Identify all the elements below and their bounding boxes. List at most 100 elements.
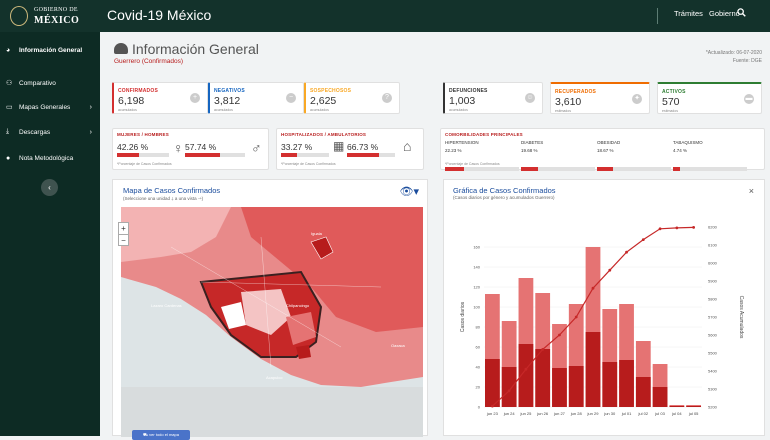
gobierno-logo[interactable]: GOBIERNO DE MÉXICO [10,4,80,28]
stat-sub: estimados [662,109,678,113]
cumulative-point [574,315,578,319]
y2-tick-label: 6000 [708,261,718,266]
choropleth-map[interactable]: Iguala Chilpancingo Lazaro Cardenas Acap… [121,207,423,437]
y-tick-label: 140 [473,265,480,270]
link-gobierno[interactable]: Gobierno [708,9,740,18]
zoom-out-button[interactable]: − [119,234,128,246]
comorbidity-bar [521,167,595,171]
cumulative-point [675,226,679,230]
hospital-icon: ▦ [333,139,345,153]
y-tick-label: 80 [476,325,481,330]
bar-segment [518,344,534,407]
cumulative-point [608,268,612,272]
bar-segment [501,367,517,407]
hospitalized-pct: 33.27 % [281,142,313,152]
cumulative-point [558,333,561,337]
y2-tick-label: 5400 [708,369,718,374]
stat-value: 1,003 [449,95,476,107]
stat-label: NEGATIVOS [214,88,245,94]
comorbidity-item: TABAQUISMO 4.74 % [673,140,747,171]
y-tick-label: 0 [478,405,481,410]
x-tick-label: jun 28 [570,411,583,416]
stat-card-activos[interactable]: ACTIVOS 570 estimados ▬ [657,82,762,114]
stat-sub: acumulados [118,108,137,112]
y-tick-label: 120 [473,285,480,290]
person-icon: ☺ [525,93,535,103]
map-zoom-control: + − [118,222,129,246]
search-icon[interactable] [737,8,746,19]
sidebar-item-nota-metodologica[interactable]: ● Nota Metodológica [6,151,96,165]
comorbidity-bar [673,167,747,171]
sidebar-item-descargas[interactable]: ⤓ Descargas › [6,125,96,139]
map-title: Mapa de Casos Confirmados [123,186,221,195]
stat-value: 3,610 [555,96,582,108]
zoom-in-button[interactable]: + [121,224,126,233]
women-bar [117,153,169,157]
page-title: Información General [132,41,259,57]
cumulative-point [541,348,545,351]
map-place-label: Chilpancingo [286,303,310,308]
comorbidity-name: TABAQUISMO [673,140,703,145]
chevron-left-icon[interactable]: ‹ [41,179,58,196]
y2-axis-label: Casos Acumulados [738,296,744,339]
download-icon: ⤓ [6,128,10,135]
stat-card-negativos[interactable]: NEGATIVOS 3,812 acumulados − [208,82,304,114]
stat-card-defunciones[interactable]: DEFUNCIONES 1,003 acumulados ☺ [443,82,543,114]
y-axis-label: Casos diarios [460,301,466,332]
cases-chart[interactable]: 0 20 40 60 80 100 120 140 160 5200 5300 5400 5500 560… [444,197,766,437]
y-tick-label: 100 [473,305,480,310]
chart-title: Gráfica de Casos Confirmados [453,186,556,195]
bar-segment [585,332,601,407]
stat-label: ACTIVOS [662,89,686,95]
x-tick-label: jun 29 [587,411,600,416]
men-pct: 57.74 % [185,142,217,152]
sidebar-item-informacion-general[interactable]: ◕ Información General [6,43,96,57]
bar-segment [652,387,668,407]
y2-tick-label: 5500 [708,351,718,356]
question-icon: ? [382,93,392,103]
stat-card-confirmados[interactable]: CONFIRMADOS 6,198 acumulados + [112,82,208,114]
map-card: Mapa de Casos Confirmados (Seleccione un… [112,179,428,437]
bar-segment [485,359,500,407]
compare-icon: ⚇ [6,80,13,87]
ambulatory-pct: 66.73 % [347,142,379,152]
hospital-label: HOSPITALIZADOS / AMBULATORIOS [281,132,367,137]
cumulative-point [591,286,595,290]
male-icon: ♂ [251,140,262,156]
logo-line-2: MÉXICO [34,15,80,26]
y2-tick-label: 5300 [708,387,718,392]
comorbidity-pct: 19.68 % [521,148,538,153]
link-tramites[interactable]: Trámites [674,9,703,18]
stat-value: 6,198 [118,95,145,107]
x-tick-label: jun 23 [486,411,499,416]
stat-sub: estimados [555,109,571,113]
y-tick-label: 60 [476,345,481,350]
gender-note: *Porcentaje de Casos Confirmados [117,162,172,166]
sidebar-item-comparativo[interactable]: ⚇ Comparativo [6,76,96,90]
cumulative-point [641,238,645,241]
women-pct: 42.26 % [117,142,149,152]
main-content: Información General Guerrero (Confirmado… [100,32,770,440]
running-icon: ✦ [632,94,642,104]
bar-segment [568,366,584,407]
view-map-button[interactable]: ⛟ ver todo el mapa [132,430,190,440]
comorbidity-pct: 4.74 % [673,148,688,153]
eye-icon[interactable]: 👁︎▾ [399,186,420,198]
stat-card-recuperados[interactable]: RECUPERADOS 3,610 estimados ✦ [550,82,650,114]
chevron-right-icon: › [89,128,92,136]
chart-card: Gráfica de Casos Confirmados (Casos diar… [443,179,765,436]
bar-segment [552,368,567,407]
stat-label: SOSPECHOSOS [310,88,352,94]
speedometer-icon [114,43,128,54]
stat-value: 2,625 [310,95,337,107]
cumulative-point [625,250,628,254]
hospital-card: HOSPITALIZADOS / AMBULATORIOS 33.27 % ▦ … [276,128,424,170]
x-tick-label: jun 30 [603,411,616,416]
comorbidity-name: OBESIDAD [597,140,621,145]
stat-card-sospechosos[interactable]: SOSPECHOSOS 2,625 acumulados? [304,82,400,114]
sidebar-item-mapas-generales[interactable]: ▭ Mapas Generales › [6,100,96,114]
bar-segment [686,406,701,407]
close-icon[interactable]: × [748,186,754,196]
minus-icon: − [286,93,296,103]
hospitalized-bar [281,153,329,157]
